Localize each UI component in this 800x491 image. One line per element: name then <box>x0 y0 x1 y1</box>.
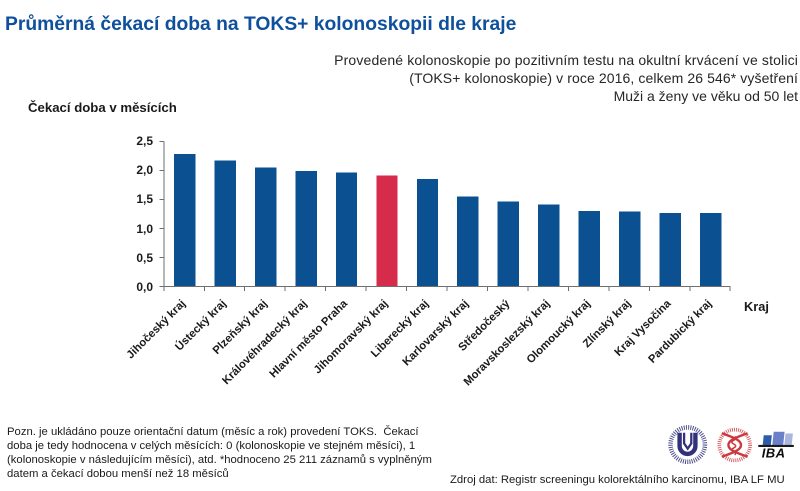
svg-text:IBA: IBA <box>762 445 786 460</box>
